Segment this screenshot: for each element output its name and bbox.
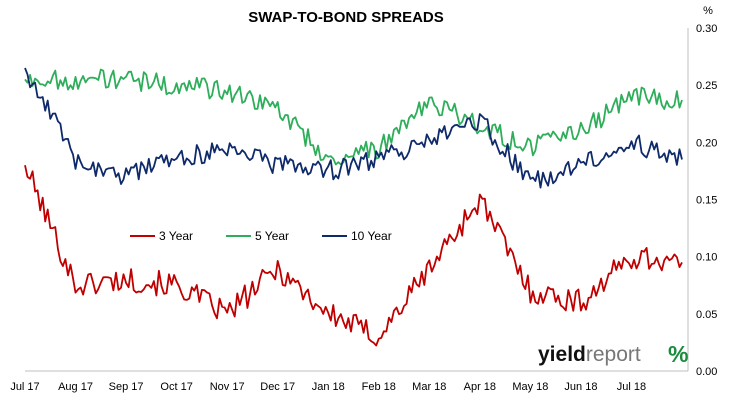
chart-title: SWAP-TO-BOND SPREADS: [248, 9, 444, 26]
x-tick-label: Mar 18: [412, 381, 446, 393]
legend-label-10-year: 10 Year: [351, 229, 392, 243]
x-tick-label: Sep 17: [109, 381, 144, 393]
x-tick-label: Jul 17: [10, 381, 39, 393]
x-tick-label: Nov 17: [210, 381, 245, 393]
series-line-10-year: [24, 67, 683, 189]
series-line-3-year: [24, 165, 683, 347]
x-tick-label: Aug 17: [58, 381, 93, 393]
x-tick-label: Dec 17: [260, 381, 295, 393]
y-tick-label: 0.25: [696, 80, 717, 92]
x-tick-label: Jun 18: [564, 381, 597, 393]
yieldreport-logo-text: yieldreport: [538, 343, 641, 366]
x-tick-label: Jul 18: [617, 381, 646, 393]
x-tick-label: Apr 18: [464, 381, 496, 393]
y-tick-label: 0.05: [696, 309, 717, 321]
x-tick-label: Oct 17: [160, 381, 192, 393]
y-tick-label: 0.20: [696, 137, 717, 149]
y-tick-label: 0.10: [696, 252, 717, 264]
x-axis-ticks: Jul 17 Aug 17 Sep 17 Oct 17 Nov 17 Dec 17 Jan …: [10, 381, 646, 393]
percent-logo-icon: %: [668, 341, 688, 367]
legend-label-5-year: 5 Year: [255, 229, 289, 243]
series-line-5-year: [24, 68, 683, 166]
y-tick-label: 0.15: [696, 195, 717, 207]
x-tick-label: Jan 18: [312, 381, 345, 393]
y-tick-label: 0.00: [696, 366, 717, 378]
y-axis-ticks: 0.00 0.05 0.10 0.15 0.20 0.25 0.30: [696, 23, 717, 378]
yieldreport-logo: yieldreport %: [538, 341, 688, 367]
x-tick-label: Feb 18: [362, 381, 396, 393]
series-lines: [24, 67, 683, 347]
legend-label-3-year: 3 Year: [159, 229, 193, 243]
x-tick-label: May 18: [512, 381, 548, 393]
y-tick-label: 0.30: [696, 23, 717, 35]
y-axis-unit-label: %: [703, 5, 713, 17]
legend: 3 Year 5 Year 10 Year: [130, 229, 392, 243]
